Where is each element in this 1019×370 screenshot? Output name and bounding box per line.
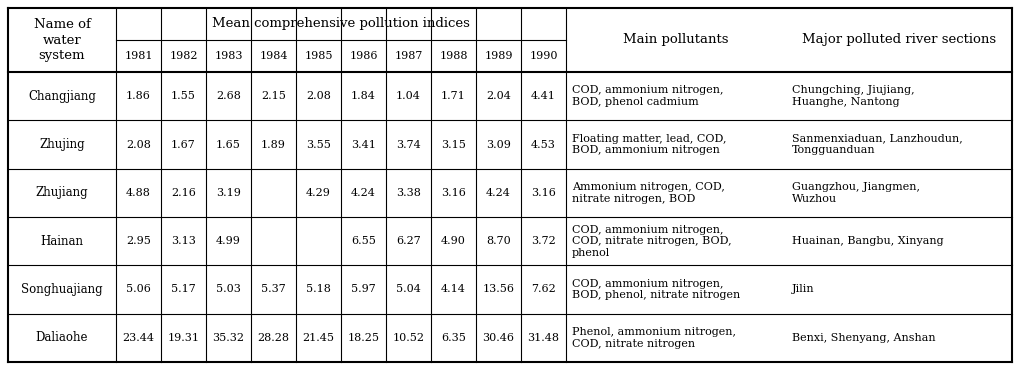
- Text: Daliaohe: Daliaohe: [36, 331, 89, 344]
- Text: 1990: 1990: [529, 51, 557, 61]
- Text: 4.99: 4.99: [216, 236, 240, 246]
- Text: 3.72: 3.72: [531, 236, 555, 246]
- Text: 6.27: 6.27: [395, 236, 421, 246]
- Text: 2.16: 2.16: [171, 188, 196, 198]
- Text: 8.70: 8.70: [486, 236, 511, 246]
- Text: 3.16: 3.16: [440, 188, 466, 198]
- Text: 2.08: 2.08: [126, 139, 151, 149]
- Text: 13.56: 13.56: [482, 285, 514, 295]
- Text: 1.04: 1.04: [395, 91, 421, 101]
- Text: 4.14: 4.14: [440, 285, 466, 295]
- Text: 4.90: 4.90: [440, 236, 466, 246]
- Text: Huainan, Bangbu, Xinyang: Huainan, Bangbu, Xinyang: [791, 236, 943, 246]
- Text: 2.95: 2.95: [126, 236, 151, 246]
- Text: 1986: 1986: [348, 51, 377, 61]
- Text: Name of
water
system: Name of water system: [34, 18, 91, 61]
- Text: 21.45: 21.45: [303, 333, 334, 343]
- Text: 5.04: 5.04: [395, 285, 421, 295]
- Text: 10.52: 10.52: [392, 333, 424, 343]
- Text: 6.35: 6.35: [440, 333, 466, 343]
- Text: 4.29: 4.29: [306, 188, 330, 198]
- Text: 3.55: 3.55: [306, 139, 330, 149]
- Text: 1.86: 1.86: [126, 91, 151, 101]
- Text: Chungching, Jiujiang,
Huanghe, Nantong: Chungching, Jiujiang, Huanghe, Nantong: [791, 85, 914, 107]
- Text: Jilin: Jilin: [791, 285, 814, 295]
- Text: Zhujing: Zhujing: [39, 138, 85, 151]
- Text: 7.62: 7.62: [531, 285, 555, 295]
- Text: Benxi, Shenyang, Anshan: Benxi, Shenyang, Anshan: [791, 333, 934, 343]
- Text: Sanmenxiaduan, Lanzhoudun,
Tongguanduan: Sanmenxiaduan, Lanzhoudun, Tongguanduan: [791, 134, 962, 155]
- Text: 1.84: 1.84: [351, 91, 376, 101]
- Text: 3.74: 3.74: [395, 139, 421, 149]
- Text: Floating matter, lead, COD,
BOD, ammonium nitrogen: Floating matter, lead, COD, BOD, ammoniu…: [572, 134, 726, 155]
- Text: Changjiang: Changjiang: [29, 90, 96, 102]
- Text: Phenol, ammonium nitrogen,
COD, nitrate nitrogen: Phenol, ammonium nitrogen, COD, nitrate …: [572, 327, 736, 349]
- Text: Hainan: Hainan: [41, 235, 84, 248]
- Text: Songhuajiang: Songhuajiang: [21, 283, 103, 296]
- Text: 1.67: 1.67: [171, 139, 196, 149]
- Text: 5.18: 5.18: [306, 285, 330, 295]
- Text: 4.24: 4.24: [486, 188, 511, 198]
- Text: 23.44: 23.44: [122, 333, 154, 343]
- Text: 28.28: 28.28: [257, 333, 289, 343]
- Text: 18.25: 18.25: [347, 333, 379, 343]
- Text: 4.41: 4.41: [531, 91, 555, 101]
- Text: COD, ammonium nitrogen,
BOD, phenol, nitrate nitrogen: COD, ammonium nitrogen, BOD, phenol, nit…: [572, 279, 740, 300]
- Text: COD, ammonium nitrogen,
BOD, phenol cadmium: COD, ammonium nitrogen, BOD, phenol cadm…: [572, 85, 722, 107]
- Text: 4.88: 4.88: [126, 188, 151, 198]
- Text: 4.53: 4.53: [531, 139, 555, 149]
- Text: 1987: 1987: [394, 51, 422, 61]
- Text: 1.89: 1.89: [261, 139, 285, 149]
- Text: 5.06: 5.06: [126, 285, 151, 295]
- Text: 1.65: 1.65: [216, 139, 240, 149]
- Text: 1988: 1988: [439, 51, 468, 61]
- Text: 6.55: 6.55: [351, 236, 376, 246]
- Text: Mean comprehensive pollution indices: Mean comprehensive pollution indices: [212, 17, 470, 30]
- Text: Ammonium nitrogen, COD,
nitrate nitrogen, BOD: Ammonium nitrogen, COD, nitrate nitrogen…: [572, 182, 725, 204]
- Text: 2.08: 2.08: [306, 91, 330, 101]
- Text: 35.32: 35.32: [212, 333, 245, 343]
- Text: Major polluted river sections: Major polluted river sections: [801, 34, 996, 47]
- Text: 5.03: 5.03: [216, 285, 240, 295]
- Text: Main pollutants: Main pollutants: [623, 34, 728, 47]
- Text: 19.31: 19.31: [167, 333, 200, 343]
- Text: 5.37: 5.37: [261, 285, 285, 295]
- Text: Guangzhou, Jiangmen,
Wuzhou: Guangzhou, Jiangmen, Wuzhou: [791, 182, 919, 204]
- Text: 4.24: 4.24: [351, 188, 376, 198]
- Text: 3.19: 3.19: [216, 188, 240, 198]
- Text: 2.15: 2.15: [261, 91, 285, 101]
- Text: 1.71: 1.71: [440, 91, 466, 101]
- Text: 31.48: 31.48: [527, 333, 559, 343]
- Text: 3.15: 3.15: [440, 139, 466, 149]
- Text: 3.09: 3.09: [486, 139, 511, 149]
- Text: 1983: 1983: [214, 51, 243, 61]
- Text: 5.17: 5.17: [171, 285, 196, 295]
- Text: 2.68: 2.68: [216, 91, 240, 101]
- Text: 30.46: 30.46: [482, 333, 514, 343]
- Text: 1985: 1985: [304, 51, 332, 61]
- Text: COD, ammonium nitrogen,
COD, nitrate nitrogen, BOD,
phenol: COD, ammonium nitrogen, COD, nitrate nit…: [572, 225, 731, 258]
- Text: 1982: 1982: [169, 51, 198, 61]
- Text: 1984: 1984: [259, 51, 287, 61]
- Text: 1981: 1981: [124, 51, 153, 61]
- Text: 3.13: 3.13: [171, 236, 196, 246]
- Text: 1989: 1989: [484, 51, 513, 61]
- Text: 1.55: 1.55: [171, 91, 196, 101]
- Text: Zhujiang: Zhujiang: [36, 186, 89, 199]
- Text: 3.38: 3.38: [395, 188, 421, 198]
- Text: 5.97: 5.97: [351, 285, 376, 295]
- Text: 3.16: 3.16: [531, 188, 555, 198]
- Text: 2.04: 2.04: [486, 91, 511, 101]
- Text: 3.41: 3.41: [351, 139, 376, 149]
